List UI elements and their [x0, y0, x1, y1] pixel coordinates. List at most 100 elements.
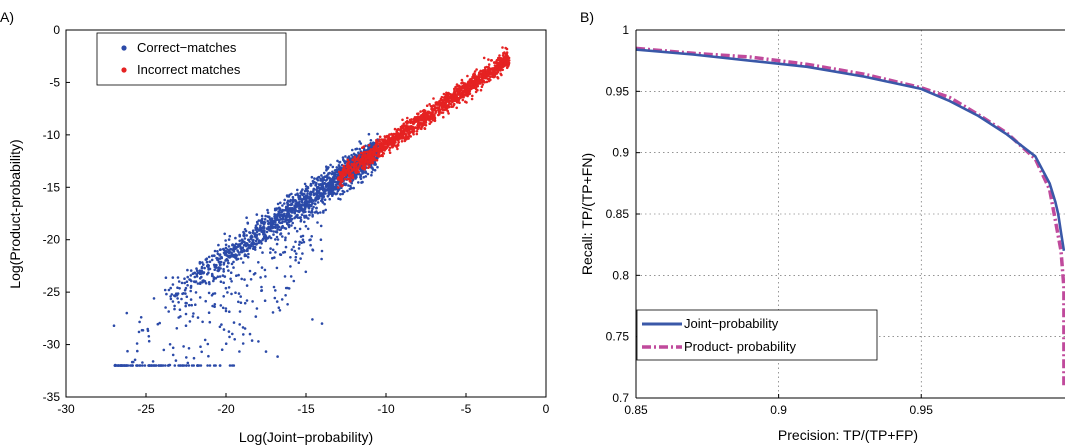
correct-match-point: [237, 292, 241, 295]
incorrect-match-point: [466, 74, 469, 78]
correct-match-point: [314, 198, 317, 201]
incorrect-match-point: [407, 120, 410, 124]
correct-match-point: [283, 275, 287, 278]
incorrect-match-point: [440, 103, 444, 106]
correct-match-point: [247, 238, 250, 242]
correct-match-point: [232, 255, 235, 258]
legend-marker-incorrect: [121, 67, 127, 73]
correct-match-point: [328, 189, 332, 192]
incorrect-match-point: [344, 169, 348, 172]
correct-match-point: [293, 249, 297, 253]
panel-b-label: B): [580, 9, 594, 25]
correct-match-point: [280, 298, 284, 301]
correct-match-point: [300, 213, 304, 216]
incorrect-match-point: [351, 168, 354, 171]
incorrect-match-point: [437, 111, 441, 114]
correct-match-point: [252, 245, 255, 248]
correct-match-point: [201, 261, 204, 264]
correct-match-point: [292, 208, 296, 211]
correct-match-point: [182, 364, 186, 367]
correct-match-point: [218, 364, 222, 367]
correct-match-point: [351, 148, 354, 152]
incorrect-match-point: [341, 184, 344, 187]
incorrect-match-point: [406, 116, 409, 120]
incorrect-match-point: [442, 115, 445, 119]
incorrect-match-point: [483, 81, 486, 84]
correct-match-point: [222, 328, 226, 331]
correct-match-point: [296, 192, 299, 195]
correct-match-point: [238, 234, 242, 238]
incorrect-match-point: [477, 73, 481, 76]
correct-match-point: [341, 189, 345, 193]
correct-match-point: [174, 359, 178, 362]
correct-match-point: [264, 214, 267, 218]
correct-match-point: [254, 228, 258, 231]
correct-match-point: [271, 248, 275, 252]
incorrect-match-point: [361, 146, 364, 149]
incorrect-match-point: [504, 54, 507, 58]
correct-match-point: [269, 229, 273, 232]
correct-match-point: [198, 262, 202, 265]
correct-match-point: [294, 255, 298, 259]
incorrect-match-point: [353, 157, 357, 160]
panel-b-x-axis-label: Precision: TP/(TP+FP): [778, 427, 918, 443]
incorrect-match-point: [471, 94, 474, 98]
incorrect-match-point: [421, 112, 425, 116]
correct-match-point: [242, 230, 245, 234]
incorrect-match-point: [419, 123, 423, 126]
incorrect-match-point: [485, 71, 489, 74]
correct-match-point: [290, 192, 293, 196]
correct-match-point: [278, 309, 282, 312]
incorrect-match-point: [413, 126, 417, 129]
correct-match-point: [286, 202, 290, 206]
incorrect-match-point: [491, 75, 495, 78]
correct-match-point: [309, 204, 313, 208]
incorrect-match-point: [388, 146, 392, 150]
correct-match-point: [284, 245, 288, 249]
incorrect-match-point: [505, 60, 509, 64]
correct-match-point: [187, 364, 191, 367]
correct-match-point: [138, 320, 141, 324]
incorrect-match-point: [416, 115, 420, 118]
correct-match-point: [190, 303, 193, 307]
correct-match-point: [218, 254, 221, 257]
correct-match-point: [169, 295, 172, 298]
correct-match-point: [275, 223, 278, 227]
correct-match-point: [189, 269, 193, 272]
correct-match-point: [255, 221, 259, 224]
correct-match-point: [139, 316, 143, 319]
correct-match-point: [267, 221, 271, 225]
correct-match-point: [316, 197, 319, 201]
incorrect-match-point: [448, 96, 452, 100]
correct-match-point: [312, 205, 315, 209]
incorrect-match-point: [439, 98, 443, 102]
correct-match-point: [371, 168, 375, 171]
correct-match-point: [302, 240, 306, 244]
correct-match-point: [313, 177, 316, 180]
correct-match-point: [202, 271, 205, 275]
correct-match-point: [321, 194, 325, 197]
correct-match-point: [222, 270, 225, 273]
correct-match-point: [185, 295, 189, 299]
correct-match-point: [259, 276, 262, 279]
correct-match-point: [301, 234, 305, 238]
correct-match-point: [276, 238, 280, 241]
incorrect-match-point: [387, 143, 390, 147]
correct-match-point: [227, 238, 231, 241]
panel-a-y-tick-label: -15: [43, 180, 61, 194]
correct-match-point: [320, 174, 323, 177]
correct-match-point: [275, 235, 279, 239]
correct-match-point: [238, 253, 241, 256]
incorrect-match-point: [415, 130, 419, 133]
correct-match-point: [272, 233, 275, 236]
correct-match-point: [348, 187, 352, 191]
correct-match-point: [248, 231, 252, 235]
correct-match-point: [207, 354, 210, 358]
incorrect-match-point: [432, 104, 435, 107]
correct-match-point: [190, 364, 194, 367]
incorrect-match-point: [455, 83, 459, 86]
correct-match-point: [276, 226, 280, 229]
correct-match-point: [272, 230, 276, 233]
legend-label-joint: Joint−probability: [684, 316, 779, 331]
incorrect-match-point: [411, 131, 415, 135]
